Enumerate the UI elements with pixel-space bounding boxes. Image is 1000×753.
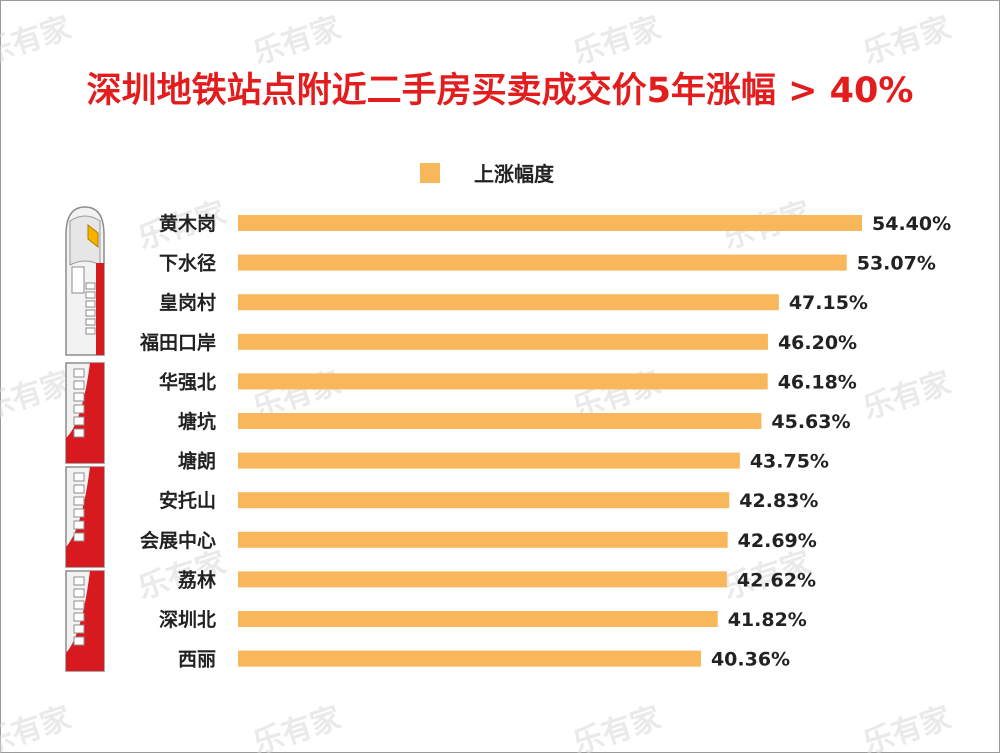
train-illustration (65, 206, 105, 672)
value-label-0: 54.40% (872, 213, 951, 235)
category-label-2: 皇岗村 (159, 291, 216, 314)
value-label-9: 42.62% (737, 569, 816, 591)
value-label-5: 45.63% (771, 411, 850, 433)
bar-2 (238, 294, 779, 311)
category-label-6: 塘朗 (178, 450, 216, 473)
bar-1 (238, 254, 847, 271)
value-label-7: 42.83% (739, 490, 818, 512)
train-car-nose (65, 206, 105, 356)
value-label-10: 41.82% (728, 609, 807, 631)
train-car-3 (65, 570, 105, 672)
legend-swatch (420, 162, 440, 183)
value-label-4: 46.18% (778, 371, 857, 393)
value-label-3: 46.20% (778, 332, 857, 354)
bar-5 (238, 413, 762, 429)
bar-8 (238, 531, 728, 548)
category-label-9: 荔林 (178, 568, 216, 591)
bar-10 (238, 611, 718, 627)
value-label-1: 53.07% (857, 253, 936, 275)
legend-label: 上涨幅度 (474, 162, 554, 186)
category-label-8: 会展中心 (140, 529, 216, 552)
bar-6 (238, 452, 740, 469)
train-car-1 (65, 362, 105, 464)
chart-title: 深圳地铁站点附近二手房买卖成交价5年涨幅 > 40% (86, 71, 914, 111)
bar-7 (238, 492, 730, 509)
train-car-2 (65, 466, 105, 568)
bar-3 (238, 333, 768, 350)
value-label-6: 43.75% (750, 451, 829, 473)
category-label-3: 福田口岸 (139, 331, 216, 354)
category-label-0: 黄木岗 (159, 212, 216, 235)
category-label-4: 华强北 (159, 370, 216, 393)
category-label-10: 深圳北 (159, 608, 216, 631)
value-label-11: 40.36% (711, 649, 790, 671)
bar-4 (238, 373, 768, 390)
category-label-7: 安托山 (159, 489, 216, 512)
value-label-2: 47.15% (789, 292, 868, 314)
legend: 上涨幅度 (420, 158, 554, 187)
bar-9 (238, 571, 727, 588)
category-label-11: 西丽 (178, 649, 216, 671)
bar-11 (238, 650, 701, 667)
bar-0 (238, 215, 862, 231)
value-label-8: 42.69% (738, 530, 817, 552)
category-label-1: 下水径 (159, 253, 216, 275)
category-label-5: 塘坑 (178, 410, 216, 433)
